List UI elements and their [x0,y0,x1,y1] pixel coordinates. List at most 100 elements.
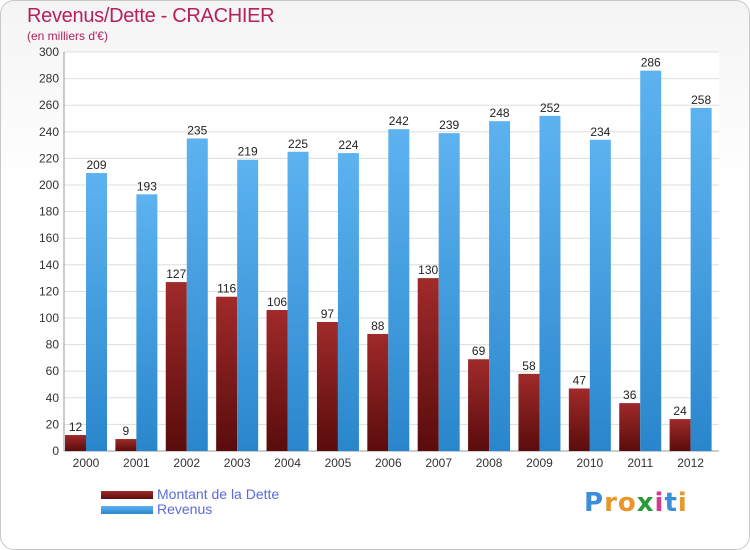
y-tick-label: 180 [39,205,59,219]
data-label-revenue-2003: 219 [238,145,258,159]
y-tick-label: 220 [39,151,59,165]
data-label-debt-2010: 47 [573,373,587,387]
data-label-revenue-2010: 234 [590,125,610,139]
logo-letter: i [677,488,688,518]
y-tick-label: 100 [39,311,59,325]
bar-revenue-2002 [186,138,208,451]
data-label-debt-2004: 106 [267,295,287,309]
y-tick-label: 120 [39,284,59,298]
logo-letter: o [617,488,637,518]
data-label-debt-2002: 127 [166,267,186,281]
chart-title: Revenus/Dette - CRACHIER [27,5,275,27]
x-tick-label: 2006 [375,456,402,470]
bar-revenue-2001 [136,194,158,451]
data-label-revenue-2002: 235 [187,123,207,137]
data-label-debt-2007: 130 [418,263,438,277]
x-tick-label: 2011 [627,456,653,470]
data-label-revenue-2007: 239 [439,118,459,132]
bar-revenue-2007 [438,133,460,451]
bar-revenue-2009 [539,115,561,451]
data-label-debt-2000: 12 [69,420,83,434]
logo-letter: t [664,488,678,518]
bar-revenue-2005 [337,153,359,451]
bar-revenue-2011 [640,70,662,452]
y-tick-label: 240 [39,125,59,139]
bar-revenue-2003 [237,159,259,452]
y-tick-label: 160 [39,231,59,245]
data-label-revenue-2000: 209 [86,158,106,172]
y-tick-label: 300 [39,45,59,59]
bar-revenue-2010 [589,139,611,451]
y-tick-label: 20 [46,417,60,431]
proxiti-logo: Proxiti [584,488,688,518]
chart-subtitle: (en milliers d'€) [27,29,108,43]
data-label-debt-2003: 116 [217,282,236,296]
legend-item-revenue: Revenus [101,502,279,517]
bar-revenue-2012 [690,107,712,452]
bar-debt-2001 [115,439,137,451]
bar-debt-2011 [619,403,641,451]
legend-item-debt: Montant de la Dette [101,487,279,502]
logo-letter: x [636,488,655,518]
data-label-revenue-2011: 286 [641,56,661,70]
bar-debt-2007 [417,278,439,451]
bar-revenue-2004 [287,151,309,451]
x-tick-label: 2010 [576,456,603,470]
x-tick-label: 2009 [526,456,553,470]
bar-revenue-2000 [86,173,107,451]
bar-debt-2010 [568,388,590,451]
y-tick-label: 60 [46,364,60,378]
legend-label-revenue: Revenus [157,501,213,517]
logo-letter: r [604,488,618,518]
data-label-debt-2012: 24 [673,404,687,418]
x-tick-label: 2008 [476,456,503,470]
data-label-revenue-2008: 248 [490,106,510,120]
bar-debt-2002 [165,282,187,451]
bar-debt-2000 [65,435,86,451]
data-label-revenue-2004: 225 [288,137,308,151]
y-tick-label: 80 [46,338,60,352]
bar-debt-2003 [216,296,238,451]
data-label-revenue-2012: 258 [691,93,711,107]
data-label-debt-2006: 88 [371,319,385,333]
x-tick-label: 2002 [173,456,200,470]
x-tick-label: 2007 [425,456,452,470]
data-label-debt-2011: 36 [623,388,637,402]
y-tick-label: 260 [39,98,59,112]
y-tick-label: 280 [39,72,59,86]
data-label-revenue-2009: 252 [540,101,560,115]
y-tick-label: 140 [39,258,59,272]
bar-revenue-2006 [388,129,410,451]
x-tick-label: 2012 [677,456,704,470]
y-tick-label: 200 [39,178,59,192]
legend: Montant de la Dette Revenus [101,487,279,517]
x-tick-label: 2004 [274,456,301,470]
data-label-revenue-2001: 193 [137,179,157,193]
bar-debt-2006 [367,333,389,451]
logo-letter: P [584,488,605,518]
logo-letter: i [654,488,665,518]
data-label-debt-2009: 58 [522,359,536,373]
data-label-revenue-2006: 242 [389,114,409,128]
data-label-debt-2001: 9 [123,424,130,438]
data-label-debt-2008: 69 [472,344,486,358]
legend-label-debt: Montant de la Dette [157,486,280,502]
x-tick-label: 2005 [325,456,352,470]
y-tick-label: 0 [52,444,59,458]
data-label-revenue-2005: 224 [338,138,358,152]
bar-debt-2005 [316,321,338,451]
bar-debt-2012 [669,419,691,451]
x-tick-label: 2001 [123,456,150,470]
bar-debt-2009 [518,373,540,451]
x-tick-label: 2000 [73,456,100,470]
bar-debt-2004 [266,310,288,451]
data-label-debt-2005: 97 [321,307,335,321]
legend-swatch-debt [101,490,153,499]
y-tick-label: 40 [46,391,60,405]
bar-revenue-2008 [489,121,511,451]
legend-swatch-revenue [101,505,153,514]
bar-debt-2008 [468,359,490,451]
x-tick-label: 2003 [224,456,251,470]
